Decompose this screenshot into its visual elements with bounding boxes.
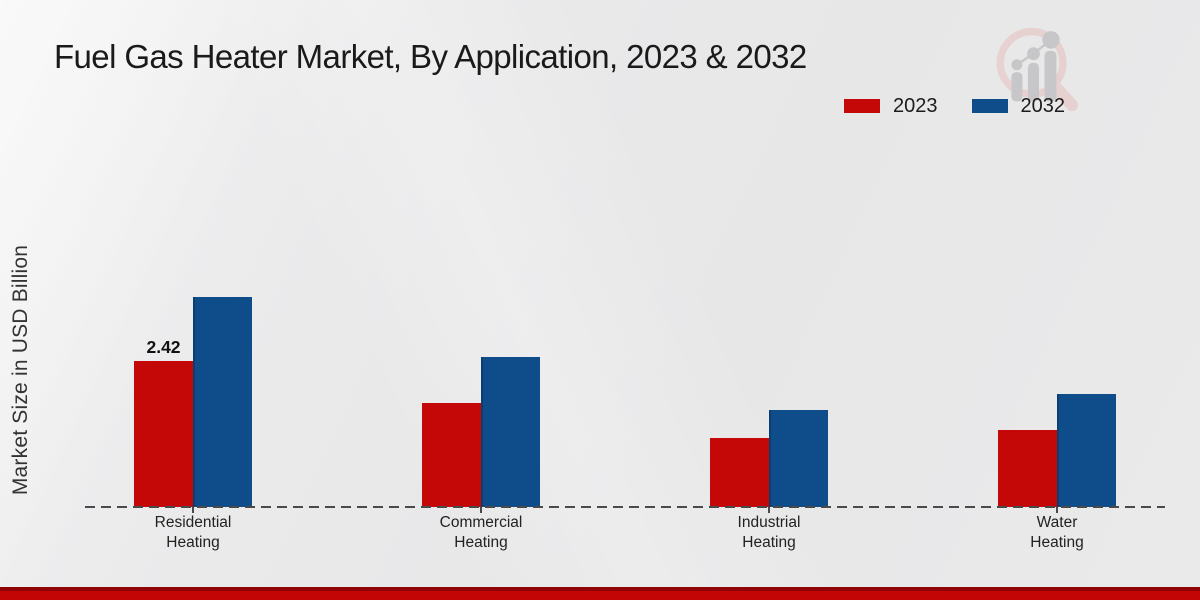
bar-2032-water-heating [1057,394,1116,507]
legend-label-2023: 2023 [893,95,938,117]
x-axis-baseline [85,506,1165,508]
bar-2023-residential-heating [134,361,193,507]
bar-value-label: 2.42 [146,337,181,357]
bar-2023-water-heating [998,430,1057,507]
legend-item-2023: 2023 [843,94,938,118]
bar-2032-commercial-heating [481,357,540,507]
x-axis-category-label: Industrial Heating [737,514,801,551]
legend: 2023 2032 [843,94,1065,118]
bar-2032-residential-heating [193,297,252,507]
legend-item-2032: 2032 [970,94,1066,118]
brand-logo-watermark [996,27,1079,112]
bar-trend-icon [1011,31,1060,102]
bar-2023-commercial-heating [422,403,481,507]
bar-2023-industrial-heating [710,438,769,507]
bar-2032-industrial-heating [769,410,828,507]
legend-swatch-2023 [843,98,881,114]
legend-label-2032: 2032 [1020,95,1066,117]
x-axis-category-label: Water Heating [1030,514,1084,551]
legend-swatch-2032 [970,98,1009,114]
x-axis-category-label: Commercial Heating [439,514,523,551]
chart-title: Fuel Gas Heater Market, By Application, … [54,38,807,75]
x-axis-category-label: Residential Heating [154,514,232,551]
footer-accent-bar [0,587,1200,600]
